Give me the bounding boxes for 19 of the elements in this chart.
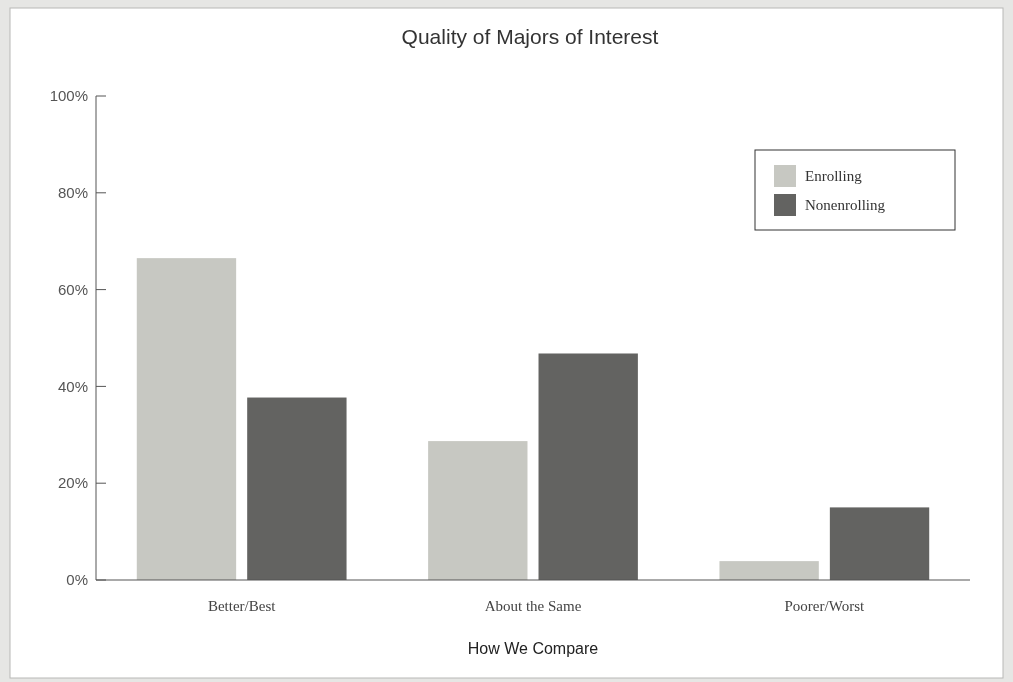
y-tick-label: 0% bbox=[66, 571, 88, 589]
legend-label: Enrolling bbox=[805, 168, 863, 185]
y-tick-label: 40% bbox=[57, 377, 88, 395]
bar bbox=[428, 441, 528, 580]
bar bbox=[136, 258, 237, 580]
y-tick-label: 20% bbox=[57, 474, 88, 492]
y-tick-label: 100% bbox=[49, 87, 88, 105]
y-tick-label: 80% bbox=[57, 184, 88, 202]
bar bbox=[719, 561, 819, 580]
bar bbox=[829, 507, 930, 580]
y-tick-label: 60% bbox=[57, 280, 88, 298]
bar bbox=[538, 353, 638, 580]
bar bbox=[247, 397, 347, 580]
x-tick-label: Poorer/Worst bbox=[784, 598, 865, 614]
x-axis-title: How We Compare bbox=[467, 640, 599, 657]
chart-title: Quality of Majors of Interest bbox=[401, 25, 659, 48]
x-tick-label: Better/Best bbox=[207, 598, 277, 614]
x-tick-label: About the Same bbox=[484, 598, 582, 614]
legend-label: Nonenrolling bbox=[805, 197, 886, 214]
